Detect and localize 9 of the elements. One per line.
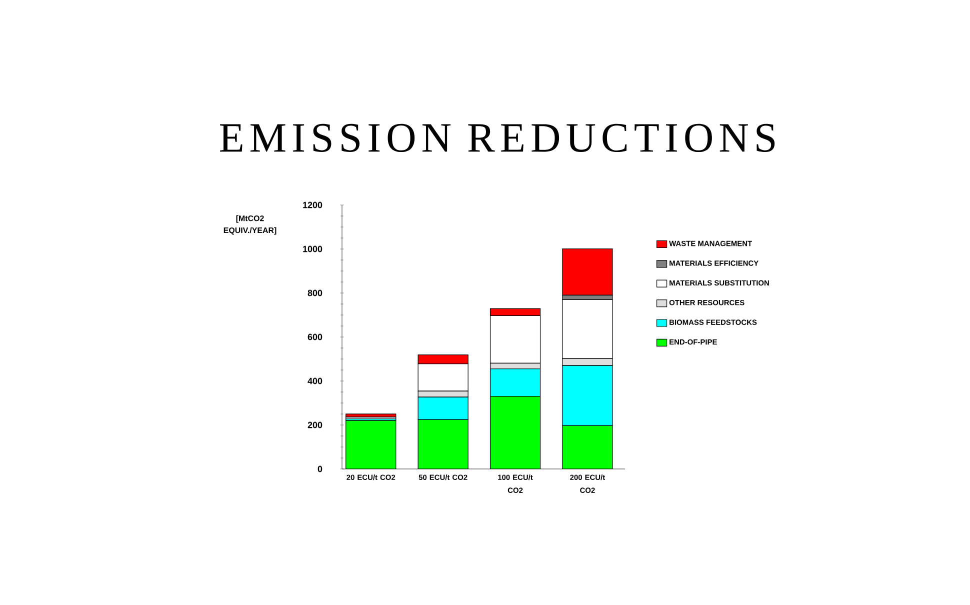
- y-tick-label: 1000: [303, 246, 322, 252]
- y-tick-label: 800: [308, 290, 322, 296]
- y-tick-label: 200: [308, 422, 322, 428]
- chart-title: EMISSION REDUCTIONS: [220, 124, 775, 152]
- bar: [562, 248, 613, 296]
- y-tick-label: 600: [308, 334, 322, 340]
- y-tick-label: 400: [308, 378, 322, 384]
- y-tick-label: 1200: [303, 202, 322, 208]
- y-tick-label: 0: [318, 466, 322, 472]
